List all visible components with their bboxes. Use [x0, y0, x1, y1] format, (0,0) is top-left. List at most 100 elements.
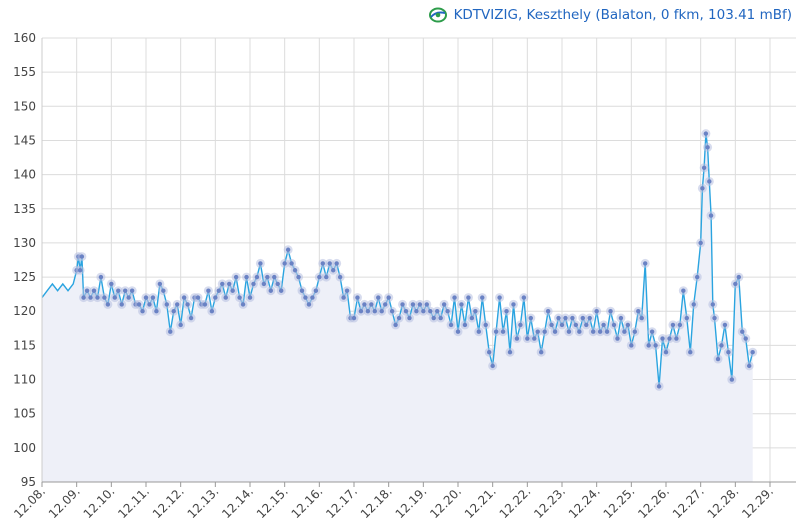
data-point[interactable]: [456, 299, 466, 309]
data-point[interactable]: [144, 299, 154, 309]
data-point[interactable]: [269, 272, 279, 282]
data-point[interactable]: [411, 306, 421, 316]
data-point[interactable]: [443, 306, 453, 316]
data-point[interactable]: [609, 320, 619, 330]
data-point[interactable]: [186, 313, 196, 323]
data-point[interactable]: [703, 142, 713, 152]
data-point[interactable]: [713, 354, 723, 364]
data-point[interactable]: [200, 299, 210, 309]
data-point[interactable]: [564, 327, 574, 337]
data-point[interactable]: [252, 272, 262, 282]
data-point[interactable]: [262, 272, 272, 282]
data-point[interactable]: [259, 279, 269, 289]
data-point[interactable]: [727, 375, 737, 385]
data-point[interactable]: [113, 286, 123, 296]
data-point[interactable]: [515, 320, 525, 330]
data-point[interactable]: [630, 327, 640, 337]
data-point[interactable]: [297, 286, 307, 296]
data-point[interactable]: [502, 306, 512, 316]
data-point[interactable]: [567, 313, 577, 323]
data-point[interactable]: [529, 334, 539, 344]
data-point[interactable]: [668, 320, 678, 330]
data-point[interactable]: [508, 299, 518, 309]
data-point[interactable]: [287, 258, 297, 268]
data-point[interactable]: [697, 183, 707, 193]
data-point[interactable]: [363, 306, 373, 316]
data-point[interactable]: [203, 286, 213, 296]
data-point[interactable]: [606, 306, 616, 316]
data-point[interactable]: [741, 334, 751, 344]
data-point[interactable]: [89, 286, 99, 296]
data-point[interactable]: [151, 306, 161, 316]
data-point[interactable]: [349, 313, 359, 323]
data-point[interactable]: [401, 306, 411, 316]
data-point[interactable]: [169, 306, 179, 316]
data-point[interactable]: [626, 340, 636, 350]
data-point[interactable]: [328, 265, 338, 275]
data-point[interactable]: [706, 211, 716, 221]
data-point[interactable]: [619, 327, 629, 337]
data-point[interactable]: [99, 293, 109, 303]
data-point[interactable]: [581, 320, 591, 330]
data-point[interactable]: [96, 272, 106, 282]
data-point[interactable]: [716, 340, 726, 350]
data-point[interactable]: [696, 238, 706, 248]
data-point[interactable]: [571, 320, 581, 330]
data-point[interactable]: [294, 272, 304, 282]
data-point[interactable]: [207, 306, 217, 316]
data-point[interactable]: [664, 334, 674, 344]
data-point[interactable]: [436, 313, 446, 323]
data-point[interactable]: [283, 245, 293, 255]
data-point[interactable]: [321, 272, 331, 282]
data-point[interactable]: [124, 293, 134, 303]
data-point[interactable]: [585, 313, 595, 323]
data-point[interactable]: [450, 293, 460, 303]
data-point[interactable]: [470, 306, 480, 316]
data-point[interactable]: [228, 286, 238, 296]
data-point[interactable]: [578, 313, 588, 323]
data-point[interactable]: [640, 258, 650, 268]
data-point[interactable]: [339, 293, 349, 303]
data-point[interactable]: [432, 306, 442, 316]
data-point[interactable]: [540, 327, 550, 337]
data-point[interactable]: [682, 313, 692, 323]
data-point[interactable]: [637, 313, 647, 323]
chart-legend[interactable]: KDTVIZIG, Keszthely (Balaton, 0 fkm, 103…: [428, 7, 792, 23]
data-point[interactable]: [82, 286, 92, 296]
data-point[interactable]: [141, 293, 151, 303]
data-point[interactable]: [710, 313, 720, 323]
data-point[interactable]: [671, 334, 681, 344]
data-point[interactable]: [266, 286, 276, 296]
data-point[interactable]: [708, 299, 718, 309]
data-point[interactable]: [439, 299, 449, 309]
data-point[interactable]: [235, 293, 245, 303]
data-point[interactable]: [387, 306, 397, 316]
data-point[interactable]: [536, 347, 546, 357]
data-point[interactable]: [595, 327, 605, 337]
data-point[interactable]: [380, 299, 390, 309]
data-point[interactable]: [425, 306, 435, 316]
data-point[interactable]: [79, 293, 89, 303]
data-point[interactable]: [384, 293, 394, 303]
data-point[interactable]: [86, 293, 96, 303]
data-point[interactable]: [550, 327, 560, 337]
data-point[interactable]: [155, 279, 165, 289]
data-point[interactable]: [651, 340, 661, 350]
data-point[interactable]: [429, 313, 439, 323]
data-point[interactable]: [720, 320, 730, 330]
data-point[interactable]: [248, 279, 258, 289]
data-point[interactable]: [134, 299, 144, 309]
data-point[interactable]: [245, 293, 255, 303]
data-point[interactable]: [460, 320, 470, 330]
data-point[interactable]: [467, 313, 477, 323]
data-point[interactable]: [685, 347, 695, 357]
data-point[interactable]: [505, 347, 515, 357]
data-point[interactable]: [495, 293, 505, 303]
data-point[interactable]: [477, 293, 487, 303]
data-point[interactable]: [560, 313, 570, 323]
data-point[interactable]: [311, 286, 321, 296]
data-point[interactable]: [314, 272, 324, 282]
data-point[interactable]: [158, 286, 168, 296]
data-point[interactable]: [519, 293, 529, 303]
data-point[interactable]: [224, 279, 234, 289]
